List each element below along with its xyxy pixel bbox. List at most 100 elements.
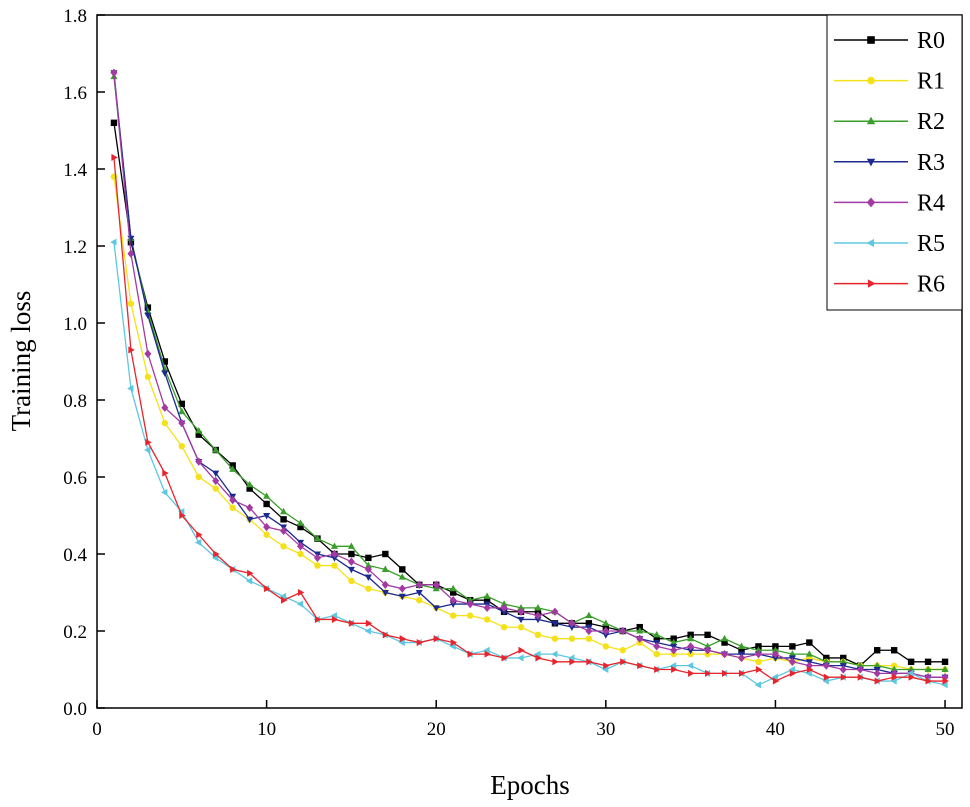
data-point-R0 [873, 647, 881, 654]
legend-swatch-marker [866, 116, 876, 125]
x-tick-label: 0 [92, 719, 102, 740]
data-point-R4 [297, 542, 305, 551]
x-tick-label: 40 [766, 719, 785, 740]
data-point-R6 [196, 531, 203, 539]
data-point-R5 [669, 662, 677, 670]
data-point-R6 [772, 677, 780, 685]
legend-item-R3: R3 [834, 150, 945, 176]
data-point-R6 [264, 585, 271, 593]
series-line-R1 [113, 176, 946, 671]
data-point-R4 [670, 646, 678, 655]
data-point-R0 [483, 597, 491, 604]
data-point-R4 [161, 403, 169, 412]
data-point-R4 [737, 653, 746, 663]
series-R3 [110, 70, 949, 682]
y-axis-title: Training loss [6, 291, 36, 432]
data-point-R2 [687, 634, 695, 642]
data-point-R3 [330, 555, 338, 562]
data-point-R3 [771, 655, 779, 662]
data-point-R6 [925, 677, 932, 685]
data-point-R0 [585, 620, 593, 627]
data-point-R2 [602, 619, 610, 626]
data-point-R2 [856, 661, 864, 669]
data-point-R6 [314, 615, 322, 623]
data-point-R6 [433, 635, 441, 643]
data-point-R1 [449, 612, 457, 619]
legend-item-R5: R5 [834, 231, 945, 257]
legend-label: R6 [917, 272, 945, 298]
x-tick-label: 50 [936, 719, 955, 740]
data-point-R5 [686, 662, 694, 670]
data-point-R0 [636, 623, 643, 631]
data-point-R4 [500, 603, 508, 613]
data-point-R1 [653, 650, 660, 658]
data-point-R3 [415, 589, 423, 597]
data-point-R3 [347, 566, 355, 574]
data-point-R1 [755, 658, 762, 665]
data-point-R2 [398, 573, 406, 580]
data-point-R5 [822, 677, 829, 685]
data-point-R6 [535, 654, 542, 662]
data-point-R1 [517, 623, 525, 631]
data-point-R5 [161, 488, 168, 496]
data-point-R3 [500, 609, 508, 616]
data-point-R4 [873, 669, 881, 678]
data-point-R6 [569, 658, 576, 666]
data-point-R4 [246, 503, 254, 512]
data-point-R1 [416, 597, 423, 604]
data-point-R2 [330, 542, 338, 549]
data-point-R3 [551, 620, 559, 628]
data-point-R2 [466, 596, 474, 603]
data-point-R4 [619, 626, 627, 636]
data-point-R2 [449, 584, 457, 592]
legend-swatch-marker [866, 197, 876, 208]
data-point-R6 [179, 511, 186, 520]
data-point-R0 [890, 647, 898, 654]
data-point-R2 [500, 600, 508, 607]
data-point-R1 [127, 300, 135, 307]
y-tick-label: 0.8 [63, 391, 87, 412]
data-point-R2 [229, 465, 237, 472]
legend-item-R4: R4 [834, 190, 945, 216]
data-point-R3 [534, 616, 542, 624]
data-point-R0 [297, 523, 304, 531]
data-point-R2 [924, 665, 932, 673]
data-point-R1 [280, 543, 287, 550]
data-point-R2 [805, 650, 813, 657]
data-point-R3 [263, 512, 271, 520]
data-point-R6 [416, 639, 424, 647]
data-point-R2 [771, 646, 779, 653]
data-point-R0 [772, 643, 779, 650]
data-point-R6 [230, 565, 237, 573]
data-point-R5 [568, 654, 575, 662]
data-point-R6 [111, 153, 118, 161]
y-tick-label: 0.4 [63, 545, 87, 566]
data-point-R6 [908, 673, 915, 681]
data-point-R2 [534, 604, 542, 611]
data-point-R2 [195, 426, 203, 434]
data-point-R4 [195, 457, 203, 466]
data-point-R5 [398, 639, 405, 647]
series-group [110, 68, 949, 689]
data-point-R2 [839, 657, 847, 665]
data-point-R4 [313, 553, 322, 563]
data-point-R4 [280, 526, 288, 536]
data-point-R4 [127, 249, 135, 258]
data-point-R2 [212, 446, 220, 453]
y-tick-label: 1.6 [63, 83, 87, 104]
data-point-R3 [517, 616, 525, 624]
data-point-R0 [924, 658, 932, 665]
data-point-R5 [551, 650, 558, 658]
data-point-R0 [840, 654, 847, 662]
data-point-R0 [195, 431, 202, 438]
series-R4 [110, 68, 949, 682]
data-point-R2 [754, 646, 762, 653]
data-point-R4 [466, 599, 474, 609]
data-point-R0 [110, 119, 118, 126]
data-point-R3 [161, 370, 169, 377]
x-tick-label: 10 [257, 719, 276, 740]
data-point-R6 [467, 650, 474, 658]
legend-label: R5 [917, 231, 945, 257]
y-tick-label: 1.8 [63, 6, 87, 27]
data-point-R1 [365, 585, 372, 592]
